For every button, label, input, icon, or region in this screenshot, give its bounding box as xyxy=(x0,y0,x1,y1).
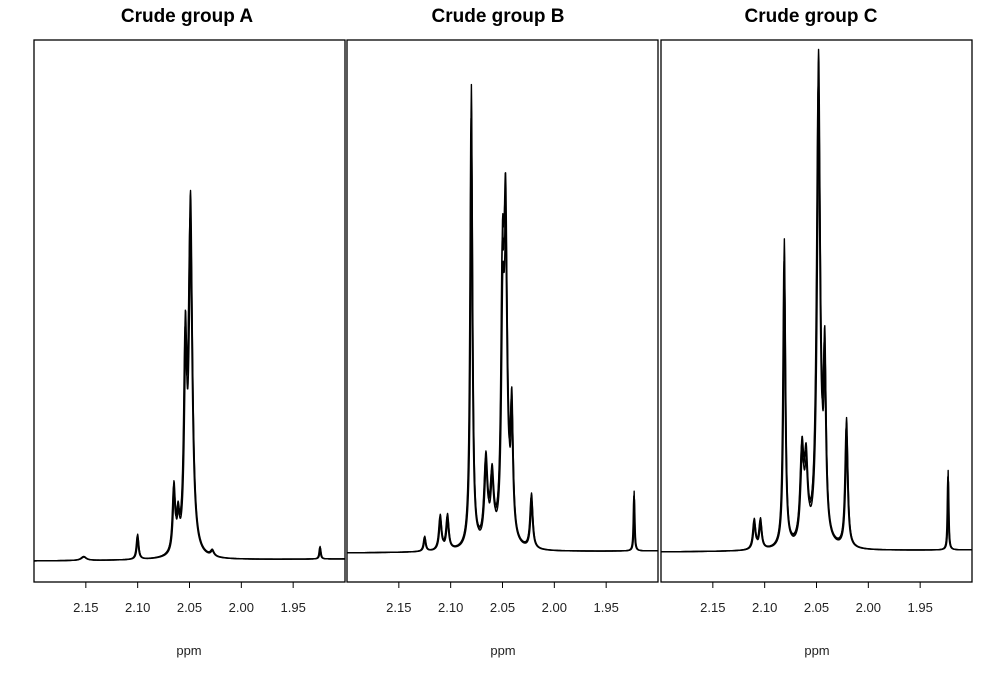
x-tick-label: 2.10 xyxy=(438,600,463,615)
x-tick-label: 2.05 xyxy=(490,600,515,615)
spectrum-line-3 xyxy=(346,149,659,554)
x-tick-label: 1.95 xyxy=(594,600,619,615)
x-tick-label: 2.05 xyxy=(804,600,829,615)
x-tick-label: 2.05 xyxy=(177,600,202,615)
panel-b-spectra xyxy=(346,83,659,554)
x-tick-label: 2.15 xyxy=(73,600,98,615)
x-tick-label: 2.10 xyxy=(125,600,150,615)
panel-a-xlabel: ppm xyxy=(176,643,201,658)
x-tick-label: 2.00 xyxy=(542,600,567,615)
x-tick-label: 1.95 xyxy=(281,600,306,615)
panel-c-x-axis: 2.15 2.10 2.05 2.00 1.95 xyxy=(700,582,933,615)
panel-c-xlabel: ppm xyxy=(804,643,829,658)
panel-c-title: Crude group C xyxy=(745,6,878,27)
x-tick-label: 2.00 xyxy=(856,600,881,615)
panel-a: Crude group A 2.15 2.10 2.05 2.00 1.95 ppm xyxy=(33,6,346,658)
x-tick-label: 2.10 xyxy=(752,600,777,615)
spectrum-line-3 xyxy=(660,118,973,553)
panel-b-x-axis: 2.15 2.10 2.05 2.00 1.95 xyxy=(386,582,619,615)
panel-c-spectra xyxy=(660,48,973,553)
panel-b-title: Crude group B xyxy=(432,6,565,27)
x-tick-label: 1.95 xyxy=(908,600,933,615)
x-tick-label: 2.15 xyxy=(386,600,411,615)
panel-b-xlabel: ppm xyxy=(490,643,515,658)
panel-a-spectra xyxy=(33,189,346,562)
panel-a-title: Crude group A xyxy=(121,6,254,27)
x-tick-label: 2.00 xyxy=(229,600,254,615)
x-tick-label: 2.15 xyxy=(700,600,725,615)
panel-c: Crude group C 2.15 2.10 2.05 2.00 1.95 ppm xyxy=(660,6,973,658)
panel-b: Crude group B 2.15 2.10 2.05 2.00 1.95 ppm xyxy=(346,6,659,658)
panel-a-x-axis: 2.15 2.10 2.05 2.00 1.95 xyxy=(73,582,306,615)
spectrum-line-3 xyxy=(33,241,346,562)
